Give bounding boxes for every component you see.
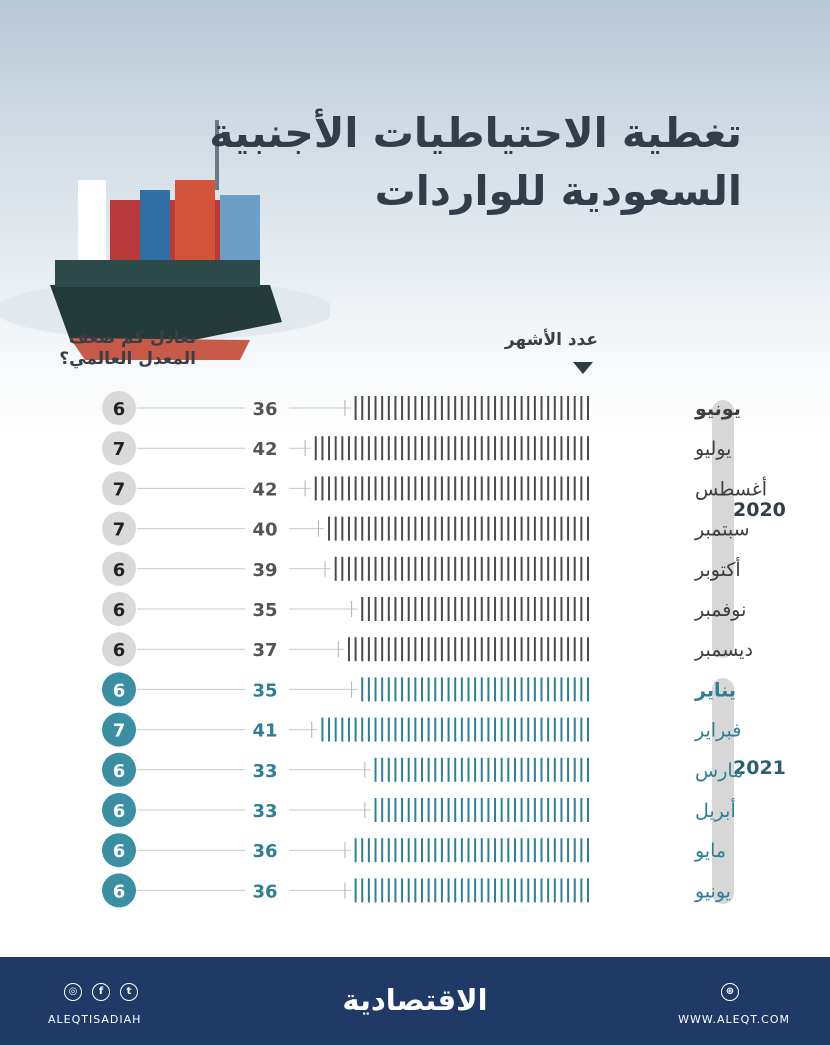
ratio-value: 6 [113, 560, 126, 581]
website-link[interactable]: WWW.ALEQT.COM [678, 1013, 790, 1026]
ratio-circle [102, 873, 136, 908]
month-label: نوفمبر [694, 599, 746, 621]
ratio-circle [102, 471, 136, 506]
month-label: يونيو [694, 398, 741, 420]
months-value: 40 [252, 520, 277, 541]
ratio-value: 7 [113, 439, 126, 460]
months-value: 35 [252, 600, 277, 621]
ratio-circle [102, 391, 136, 425]
month-bar [354, 878, 589, 903]
month-bar [347, 637, 589, 662]
month-bar [314, 476, 589, 501]
month-bar [334, 556, 589, 581]
ratio-value: 6 [113, 600, 126, 621]
months-value: 36 [252, 399, 277, 420]
ratio-value: 6 [113, 761, 126, 782]
ratio-value: 6 [113, 680, 126, 701]
arrow-down-icon [573, 362, 593, 374]
month-label: مارس [695, 760, 743, 782]
month-bar [374, 798, 589, 822]
months-value: 41 [252, 721, 277, 742]
year-label-2021: 2021 [733, 757, 786, 779]
month-label: أبريل [695, 798, 736, 822]
months-header: عدد الأشهر [504, 330, 598, 350]
facebook-icon[interactable]: f [92, 983, 110, 1001]
ratio-value: 6 [113, 801, 126, 822]
ratio-circle [102, 833, 136, 868]
ratio-value: 6 [113, 841, 126, 862]
month-label: يناير [694, 679, 736, 701]
month-bar [354, 396, 589, 420]
months-value: 33 [252, 761, 277, 782]
month-label: ديسمبر [694, 639, 753, 661]
month-bar [328, 516, 589, 541]
ratio-value: 6 [113, 881, 126, 902]
ratio-value: 6 [113, 399, 126, 420]
months-value: 39 [252, 560, 277, 581]
social-handle[interactable]: ALEQTISADIAH [48, 1013, 142, 1026]
ratio-circle [102, 712, 136, 747]
month-bar [321, 717, 589, 742]
ratio-value: 6 [113, 640, 126, 661]
ratio-circle [102, 592, 136, 626]
chart-title-line2: السعودية للواردات [374, 167, 742, 215]
months-value: 37 [252, 640, 277, 661]
footer-bar: ◎ f t ALEQTISADIAH الاقتصادية ⊕ WWW.ALEQ… [0, 957, 830, 1045]
ratio-value: 7 [113, 721, 126, 742]
reserves-chart: يونيو 36 6 يوليو 42 7 أغسطس 42 7 سبتمبر 40 7 أكتوبر 3… [102, 391, 767, 908]
web-icon[interactable]: ⊕ [721, 983, 739, 1001]
month-label: يوليو [694, 438, 731, 460]
months-value: 33 [252, 801, 277, 822]
ratio-circle [102, 793, 136, 827]
ratio-value: 7 [113, 479, 126, 500]
ratio-circle [102, 511, 136, 546]
month-label: أغسطس [695, 476, 767, 500]
cargo-ship-image [0, 120, 330, 360]
chart-title-line1: تغطية الاحتياطيات الأجنبية [209, 109, 742, 157]
month-label: أكتوبر [694, 557, 741, 581]
year-label-2020: 2020 [733, 499, 786, 521]
ratio-circle [102, 632, 136, 667]
months-value: 35 [252, 680, 277, 701]
ratio-circle [102, 672, 136, 707]
year-bracket-2020 [712, 400, 734, 658]
month-bar [354, 838, 589, 863]
twitter-icon[interactable]: t [120, 983, 138, 1001]
months-value: 36 [252, 841, 277, 862]
months-value: 42 [252, 479, 277, 500]
month-bar [374, 757, 589, 782]
month-bar [361, 597, 589, 621]
aleqtisadiah-logo: الاقتصادية [342, 983, 488, 1017]
ratio-circle [102, 752, 136, 787]
ratio-header-line1: تعادل كم ضعف [68, 328, 196, 348]
ratio-header-line2: المعدل العالمي؟ [59, 349, 196, 370]
month-bar [361, 677, 589, 702]
month-label: فبراير [694, 720, 741, 742]
month-label: يونيو [694, 880, 731, 902]
ratio-header: تعادل كم ضعف المعدل العالمي؟ [20, 328, 196, 371]
month-label: مايو [694, 840, 726, 862]
ratio-value: 7 [113, 520, 126, 541]
ratio-circle [102, 431, 136, 466]
months-value: 42 [252, 439, 277, 460]
month-bar [314, 436, 589, 461]
year-bracket-2021 [712, 678, 734, 904]
month-label: سبتمبر [694, 519, 750, 541]
months-value: 36 [252, 881, 277, 902]
ratio-circle [102, 551, 136, 586]
instagram-icon[interactable]: ◎ [64, 983, 82, 1001]
